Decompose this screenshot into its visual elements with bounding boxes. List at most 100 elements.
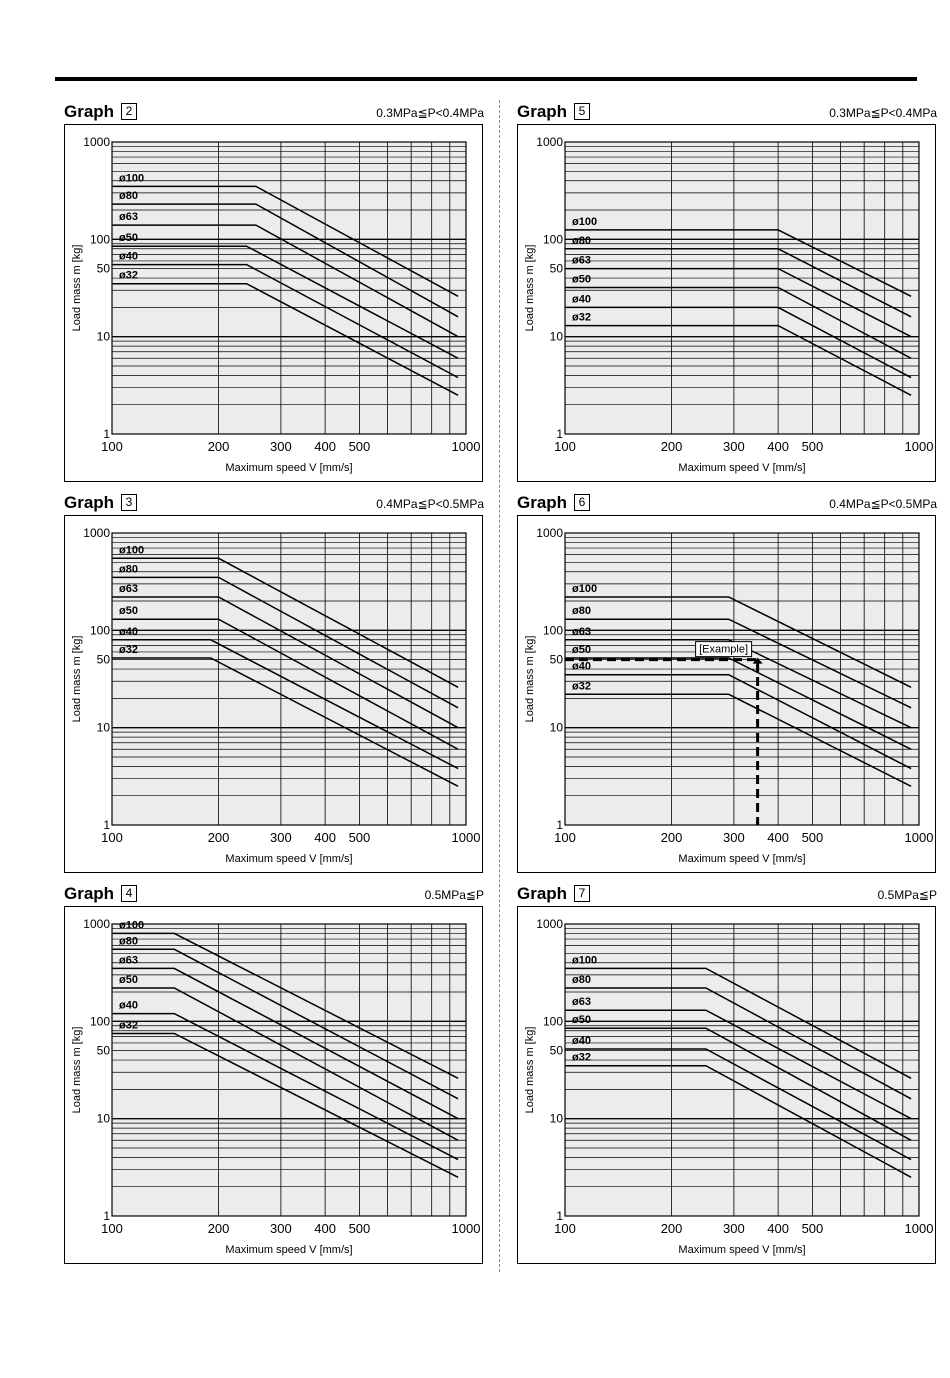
graph-header: Graph 6 0.4MPa≦P<0.5MPa xyxy=(517,491,937,515)
series-label: ø40 xyxy=(119,1000,138,1012)
series-line xyxy=(565,967,912,1079)
pressure-range: 0.3MPa≦P<0.4MPa xyxy=(829,106,937,120)
y-tick-label: 1 xyxy=(556,427,563,441)
series-label: ø63 xyxy=(572,996,591,1008)
x-axis-label: Maximum speed V [mm/s] xyxy=(225,853,352,865)
series-label: ø50 xyxy=(119,974,138,986)
series-label: ø100 xyxy=(572,216,597,228)
series-line xyxy=(565,248,912,318)
x-tick-label: 300 xyxy=(723,830,745,845)
graph-header: Graph 7 0.5MPa≦P xyxy=(517,882,937,906)
y-tick-label: 1000 xyxy=(83,917,110,931)
series-label: ø32 xyxy=(572,1052,591,1064)
y-tick-label: 50 xyxy=(97,653,111,667)
y-tick-label: 50 xyxy=(550,653,564,667)
chart-svg: 100 200 300 400 500 1000 1 10 50 100 1000 Maximum s… xyxy=(517,515,936,873)
series-label: ø80 xyxy=(572,974,591,986)
y-tick-label: 50 xyxy=(550,1044,564,1058)
y-axis-label: Load mass m [kg] xyxy=(524,245,536,332)
graph-header: Graph 3 0.4MPa≦P<0.5MPa xyxy=(64,491,484,515)
x-tick-label: 400 xyxy=(767,439,789,454)
graph-number: 4 xyxy=(121,885,137,902)
series-label: ø32 xyxy=(572,312,591,324)
y-tick-label: 1 xyxy=(556,818,563,832)
pressure-range: 0.5MPa≦P xyxy=(877,888,937,902)
y-tick-label: 50 xyxy=(97,1044,111,1058)
series-label: ø40 xyxy=(572,293,591,305)
graph-title: Graph xyxy=(517,884,568,903)
graph-panel-4: Graph 4 0.5MPa≦P 100 200 300 400 500 1000 1 10 5… xyxy=(64,882,516,1270)
plot-border xyxy=(111,141,467,435)
graph-title: Graph xyxy=(64,493,115,512)
graph-number: 5 xyxy=(574,103,590,120)
y-axis-label: Load mass m [kg] xyxy=(71,245,83,332)
graph-header: Graph 5 0.3MPa≦P<0.4MPa xyxy=(517,100,937,124)
y-tick-label: 10 xyxy=(97,1112,111,1126)
series-line xyxy=(565,1048,912,1161)
center-divider xyxy=(499,100,500,1272)
series-label: ø63 xyxy=(119,211,138,223)
x-axis-label: Maximum speed V [mm/s] xyxy=(225,462,352,474)
graph-header: Graph 4 0.5MPa≦P xyxy=(64,882,484,906)
series-line xyxy=(565,324,912,396)
series-label: ø50 xyxy=(572,1014,591,1026)
plot-border xyxy=(111,532,467,826)
x-tick-label: 400 xyxy=(767,1221,789,1236)
graph-panel-3: Graph 3 0.4MPa≦P<0.5MPa 100 200 300 400 500 1… xyxy=(64,491,516,879)
y-tick-label: 100 xyxy=(543,623,563,637)
series-label: ø100 xyxy=(119,172,144,184)
pressure-range: 0.4MPa≦P<0.5MPa xyxy=(376,497,484,511)
series-label: ø80 xyxy=(119,563,138,575)
plot-area xyxy=(565,533,919,825)
series-label: ø40 xyxy=(119,251,138,263)
series-line xyxy=(565,1027,912,1141)
series-line xyxy=(565,693,912,787)
x-tick-label: 500 xyxy=(349,439,371,454)
series-line xyxy=(112,932,459,1079)
y-tick-label: 10 xyxy=(550,1112,564,1126)
x-tick-label: 400 xyxy=(767,830,789,845)
series-label: ø63 xyxy=(119,583,138,595)
series-label: ø100 xyxy=(119,544,144,556)
x-tick-label: 500 xyxy=(349,830,371,845)
series-label: ø40 xyxy=(572,661,591,673)
y-tick-label: 100 xyxy=(90,1014,110,1028)
graph-panel-5: Graph 5 0.3MPa≦P<0.4MPa 100 200 300 400 500 1… xyxy=(517,100,950,488)
series-line xyxy=(565,673,912,770)
series-line xyxy=(112,967,459,1120)
graph-panel-6: Graph 6 0.4MPa≦P<0.5MPa 100 200 300 400 500 1… xyxy=(517,491,950,879)
series-line xyxy=(565,1009,912,1120)
series-line xyxy=(112,639,459,770)
plot-border xyxy=(111,923,467,1217)
series-line xyxy=(565,657,912,750)
x-tick-label: 200 xyxy=(208,439,230,454)
series-line xyxy=(565,229,912,297)
chart-svg: 100 200 300 400 500 1000 1 10 50 100 1000 Maximum s… xyxy=(64,515,483,873)
series-line xyxy=(112,576,459,709)
graph-title: Graph xyxy=(64,884,115,903)
y-tick-label: 1 xyxy=(103,1209,110,1223)
y-tick-label: 1000 xyxy=(83,135,110,149)
x-tick-label: 1000 xyxy=(905,1221,934,1236)
y-axis-label: Load mass m [kg] xyxy=(71,1027,83,1114)
example-label: [Example] xyxy=(699,644,748,656)
graph-number: 3 xyxy=(121,494,137,511)
graph-title: Graph xyxy=(517,493,568,512)
series-label: ø80 xyxy=(119,935,138,947)
x-axis-label: Maximum speed V [mm/s] xyxy=(678,462,805,474)
example-arrow-icon xyxy=(752,657,763,664)
y-tick-label: 100 xyxy=(543,1014,563,1028)
y-tick-label: 50 xyxy=(97,262,111,276)
x-tick-label: 500 xyxy=(802,439,824,454)
x-tick-label: 200 xyxy=(208,1221,230,1236)
y-tick-label: 1 xyxy=(103,427,110,441)
x-tick-label: 500 xyxy=(349,1221,371,1236)
x-tick-label: 200 xyxy=(208,830,230,845)
plot-area xyxy=(565,924,919,1216)
y-tick-label: 10 xyxy=(97,721,111,735)
x-tick-label: 300 xyxy=(723,439,745,454)
y-tick-label: 50 xyxy=(550,262,564,276)
x-tick-label: 300 xyxy=(270,830,292,845)
series-label: ø32 xyxy=(572,680,591,692)
x-tick-label: 1000 xyxy=(452,439,481,454)
